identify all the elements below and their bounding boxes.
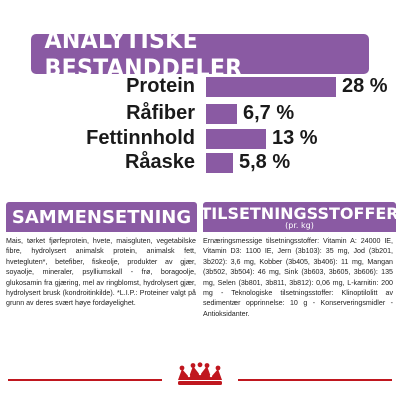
title-banner: ANALYTISKE BESTANDDELER [31,26,369,82]
bar [206,129,266,149]
composition-text: Mais, tørket fjørfeprotein, hvete, maisg… [6,237,196,308]
bar-label: Protein [126,75,195,97]
composition-header: SAMMENSETNING [6,202,197,232]
additives-text: Ernæringsmessige tilsetningsstoffer: Vit… [203,237,393,318]
footer-line-left [8,379,162,381]
composition-header-label: SAMMENSETNING [11,206,192,228]
bar-label: Råfiber [126,102,195,124]
additives-header-label: TILSETNINGSSTOFFER [200,204,399,223]
additives-header: TILSETNINGSSTOFFER (pr. kg) [200,202,399,232]
additives-subheader: (pr. kg) [285,221,314,230]
bar [206,153,233,173]
bar-value-label: 28 % [342,75,388,97]
bar-label: Fettinnhold [86,127,195,149]
bar-value-label: 13 % [272,127,318,149]
bar [206,104,237,124]
royal-canin-crown-icon [178,362,222,385]
page-title: ANALYTISKE BESTANDDELER [44,26,243,82]
bar-value-label: 5,8 % [239,151,291,173]
bar [206,77,336,97]
bar-value-label: 6,7 % [243,102,295,124]
footer-line-right [238,379,392,381]
bar-label: Råaske [124,151,195,173]
